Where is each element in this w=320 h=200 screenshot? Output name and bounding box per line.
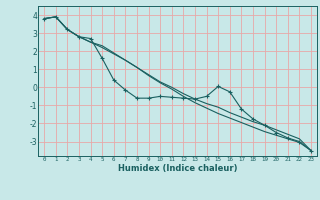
- X-axis label: Humidex (Indice chaleur): Humidex (Indice chaleur): [118, 164, 237, 173]
